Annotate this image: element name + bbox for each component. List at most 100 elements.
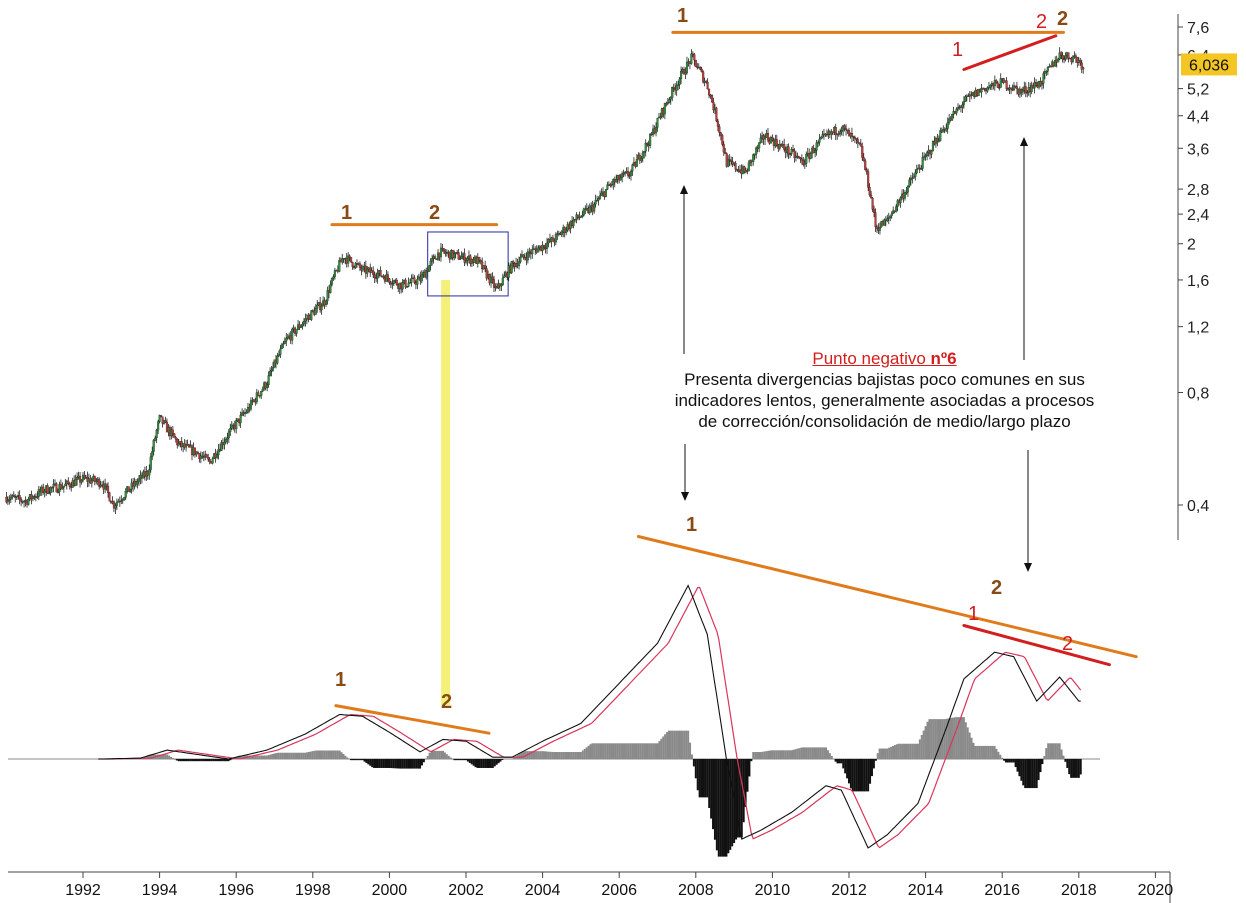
price-candle-body <box>783 143 786 150</box>
price-candle-body <box>416 279 419 285</box>
price-candle-body <box>878 226 881 231</box>
price-candle-body <box>874 212 877 228</box>
price-candle-body <box>560 231 563 236</box>
price-candle-body <box>721 135 724 145</box>
price-candle-body <box>856 139 859 143</box>
price-candle-body <box>693 54 696 61</box>
arrow-head-up-2017 <box>1020 137 1028 146</box>
price-candle-body <box>391 283 394 285</box>
price-candle-body <box>205 454 208 458</box>
price-candle-body <box>112 501 115 509</box>
price-candle-body <box>581 214 584 217</box>
price-candle-body <box>649 133 652 146</box>
price-candle-body <box>67 480 70 484</box>
price-candle-body <box>8 499 11 501</box>
price-candle-body <box>948 118 951 123</box>
price-candle-body <box>931 141 935 152</box>
price-candle-body <box>280 344 283 350</box>
price-candle-body <box>887 217 890 219</box>
price-candle-body <box>105 483 108 487</box>
price-candle-body <box>151 451 154 457</box>
price-candle-body <box>914 172 917 178</box>
price-candle-body <box>787 146 790 155</box>
price-candle-body <box>600 192 603 196</box>
price-candle-body <box>498 283 501 287</box>
price-candle-body <box>1082 67 1085 70</box>
price-candle-body <box>712 101 715 111</box>
price-candle-body <box>756 147 759 149</box>
price-candle-body <box>273 359 276 368</box>
price-candle-body <box>425 270 428 278</box>
price-candle-body <box>796 155 799 158</box>
price-candle-body <box>157 421 160 431</box>
price-candle-body <box>597 198 600 201</box>
price-candle-body <box>946 122 949 129</box>
price-candle-body <box>347 255 350 264</box>
price-candle-body <box>864 160 867 170</box>
price-candle-body <box>176 439 179 446</box>
price-candle-body <box>267 375 270 386</box>
price-candle-body <box>171 429 174 434</box>
last-price-value: 6,036 <box>1189 57 1229 74</box>
price-candle-body <box>537 247 540 253</box>
price-candle-body <box>656 117 659 128</box>
highlight-band <box>441 279 451 705</box>
price-candle-body <box>51 486 54 489</box>
price-candle-body <box>1064 55 1067 60</box>
price-candle-body <box>840 130 843 132</box>
price-candle-body <box>478 257 481 261</box>
price-candle-body <box>154 437 157 441</box>
price-candle-body <box>852 136 855 138</box>
price-candle-body <box>512 261 515 264</box>
price-candle-body <box>522 254 525 258</box>
price-candle-body <box>285 338 288 342</box>
price-candle-body <box>517 261 521 267</box>
price-axis-ticks: 7,66,45,24,43,62,82,421,61,20,80,4 <box>1178 20 1209 515</box>
time-tick-label: 2016 <box>984 882 1020 899</box>
price-candle-body <box>543 244 546 249</box>
price-candle-body <box>266 384 269 389</box>
price-candle-body <box>185 444 188 448</box>
price-candle-body <box>489 276 493 284</box>
price-candle-body <box>619 177 622 181</box>
price-candle-body <box>503 275 506 279</box>
price-candle-body <box>434 256 437 260</box>
price-candle-body <box>793 150 796 158</box>
price-candle-body <box>261 388 264 392</box>
price-candle-body <box>48 492 51 494</box>
price-candle-body <box>766 133 770 141</box>
time-tick-label: 2014 <box>908 882 944 899</box>
price-candle-body <box>120 500 123 502</box>
price-candle-body <box>37 489 40 497</box>
note-line-3: de corrección/consolidación de medio/lar… <box>698 412 1071 431</box>
price-candle-body <box>1014 85 1017 87</box>
price-candle-body <box>659 116 662 119</box>
label-price-2008-1: 1 <box>677 5 688 27</box>
price-candle-body <box>217 448 220 456</box>
price-candle-body <box>724 152 727 154</box>
price-tick-label: 5,2 <box>1187 82 1209 99</box>
price-candle-body <box>644 143 647 152</box>
price-candle-body <box>858 142 861 145</box>
price-candle-body <box>395 279 398 285</box>
price-candle-body <box>1042 73 1045 84</box>
price-candle-body <box>98 478 101 487</box>
price-candle-body <box>229 428 232 432</box>
price-candle-body <box>408 282 412 284</box>
price-candle-body <box>861 146 864 158</box>
price-candle-body <box>684 72 687 75</box>
price-candle-body <box>677 84 680 86</box>
price-candle-body <box>64 483 67 487</box>
price-candle-body <box>814 150 817 153</box>
price-candle-body <box>49 486 52 493</box>
price-candle-body <box>388 278 391 283</box>
price-candle-body <box>354 263 357 268</box>
price-candle-body <box>599 195 602 199</box>
price-candle-body <box>604 189 607 197</box>
price-candle-body <box>961 104 964 108</box>
price-candle-body <box>305 318 308 320</box>
price-candle-body <box>1058 52 1061 60</box>
price-candle-body <box>330 278 333 285</box>
price-candle-body <box>526 251 529 261</box>
price-candle-body <box>691 53 694 55</box>
